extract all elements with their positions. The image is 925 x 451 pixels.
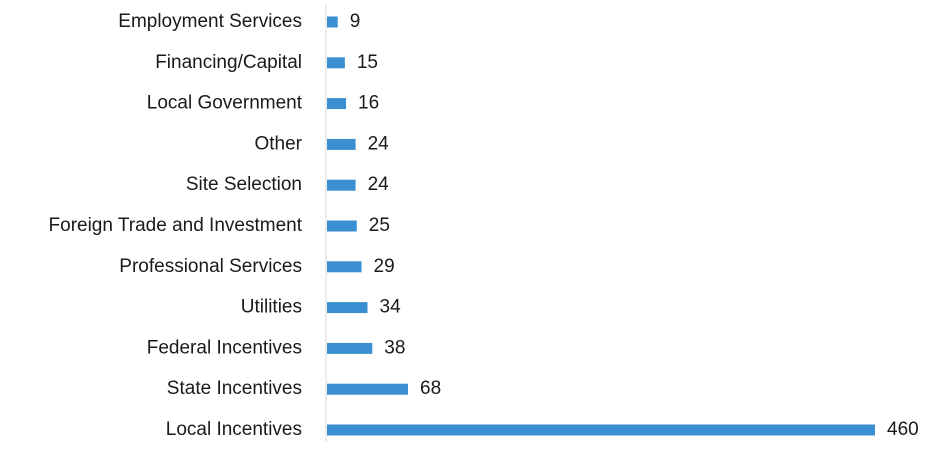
category-label: Foreign Trade and Investment [49, 215, 303, 236]
category-label: Site Selection [186, 174, 302, 195]
category-label: Federal Incentives [147, 337, 302, 358]
bar [327, 383, 409, 395]
bar [327, 98, 347, 110]
category-label: Utilities [241, 297, 302, 318]
bar [327, 138, 356, 150]
bar [327, 220, 357, 232]
category-label: Other [254, 133, 302, 154]
data-label: 15 [357, 52, 378, 73]
bar [327, 57, 345, 69]
bar [327, 16, 338, 28]
data-label: 16 [358, 93, 379, 114]
data-label: 24 [368, 174, 390, 195]
bar [327, 179, 356, 191]
value-labels: 9 15 16 24 24 25 29 34 38 68 460 [350, 11, 919, 440]
data-label: 38 [384, 337, 405, 358]
bar [327, 261, 362, 273]
category-label: State Incentives [167, 378, 302, 399]
data-label: 25 [369, 215, 390, 236]
category-label: Financing/Capital [155, 52, 302, 73]
data-label: 24 [368, 133, 390, 154]
data-label: 68 [420, 378, 441, 399]
bars [327, 16, 875, 436]
category-label: Local Incentives [166, 419, 302, 440]
category-labels: Employment Services Financing/Capital Loca… [49, 11, 303, 440]
category-label: Employment Services [118, 11, 302, 32]
data-label: 9 [350, 11, 361, 32]
bar [327, 424, 875, 436]
bar [327, 302, 368, 314]
category-label: Professional Services [119, 256, 302, 277]
bar [327, 342, 373, 354]
data-label: 460 [887, 419, 919, 440]
category-label: Local Government [147, 93, 303, 114]
data-label: 34 [380, 297, 402, 318]
data-label: 29 [374, 256, 395, 277]
